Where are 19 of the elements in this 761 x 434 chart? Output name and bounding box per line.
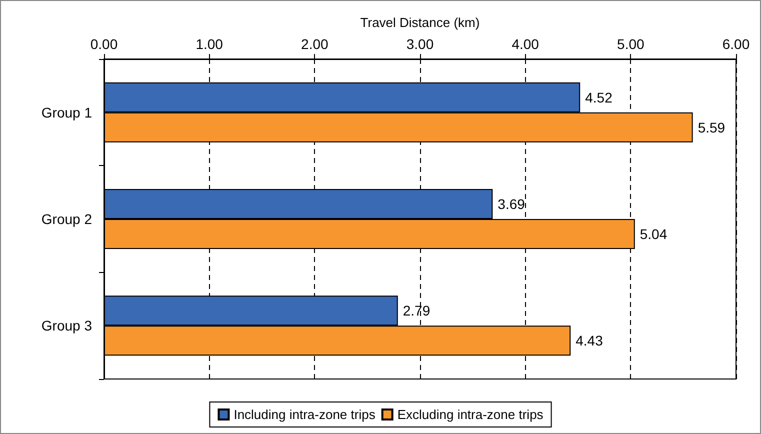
x-tick-label: 3.00 <box>406 36 434 52</box>
x-axis-title: Travel Distance (km) <box>360 15 480 30</box>
data-label: 4.52 <box>585 89 613 106</box>
x-tick-label: 4.00 <box>512 36 540 52</box>
legend-label: Including intra-zone trips <box>234 407 376 422</box>
x-tick-label: 1.00 <box>196 36 224 52</box>
x-tick-label: 5.00 <box>617 36 645 52</box>
y-tick-label: Group 1 <box>41 104 92 120</box>
data-label: 5.59 <box>698 119 726 136</box>
legend-label: Excluding intra-zone trips <box>397 407 544 422</box>
x-tick-label: 6.00 <box>722 36 750 52</box>
y-tick-label: Group 3 <box>41 318 92 334</box>
data-label: 4.43 <box>576 332 604 349</box>
x-tick-label: 0.00 <box>90 36 118 52</box>
data-label: 5.04 <box>640 226 668 242</box>
data-label: 2.79 <box>402 302 430 319</box>
data-label: 3.69 <box>498 196 526 212</box>
y-tick-label: Group 2 <box>41 211 92 227</box>
x-tick-label: 2.00 <box>301 36 329 52</box>
